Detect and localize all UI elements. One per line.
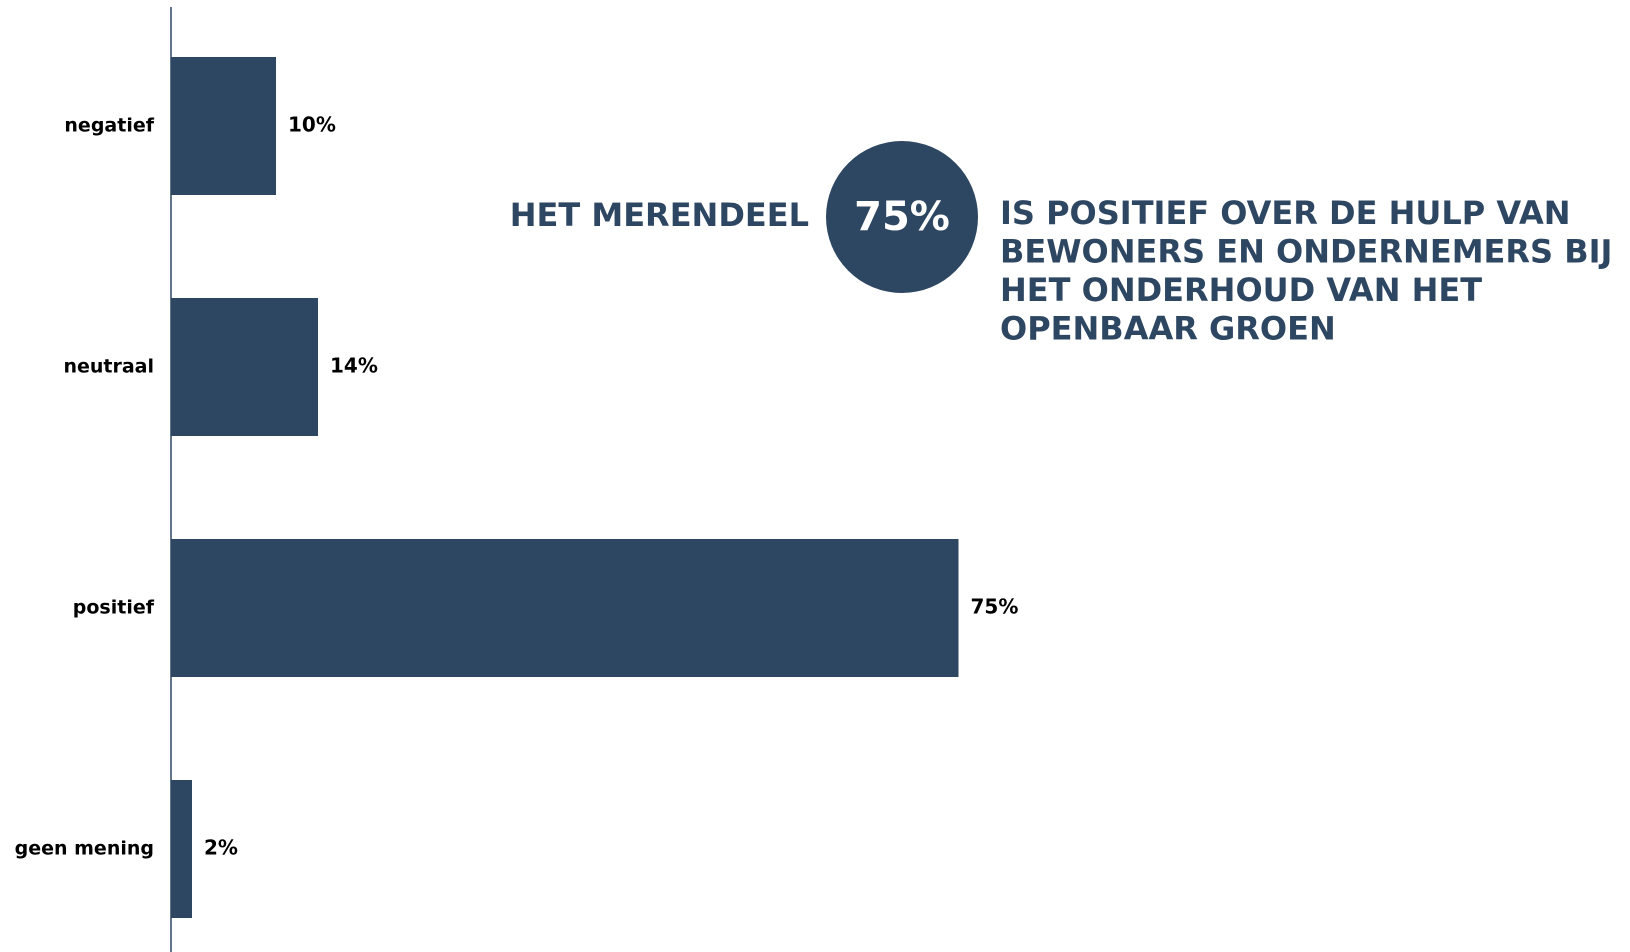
bar (171, 57, 276, 195)
value-label: 2% (204, 836, 238, 860)
annotation-text: IS POSITIEF OVER DE HULP VAN (1000, 194, 1571, 232)
bar (171, 780, 192, 918)
annotation-text: OPENBAAR GROEN (1000, 310, 1336, 348)
value-label: 14% (330, 354, 378, 378)
category-label: neutraal (63, 356, 154, 378)
annotation-highlight: 75% (854, 194, 950, 240)
category-label: negatief (64, 115, 154, 137)
highlight-circle (826, 141, 978, 293)
annotation-text: HET ONDERHOUD VAN HET (1000, 271, 1482, 309)
value-label: 10% (288, 113, 336, 137)
value-label: 75% (971, 595, 1019, 619)
annotation-text: BEWONERS EN ONDERNEMERS BIJ (1000, 233, 1612, 271)
category-label: geen mening (15, 838, 154, 860)
annotation-lead: HET MERENDEEL (510, 196, 809, 234)
bar (171, 539, 959, 677)
bar (171, 298, 318, 436)
category-label: positief (73, 597, 155, 619)
